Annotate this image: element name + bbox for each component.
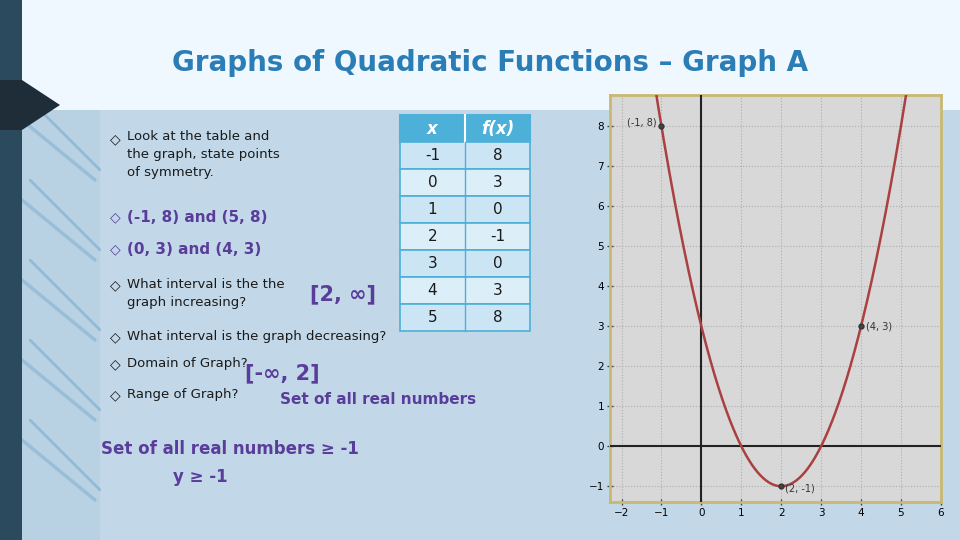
Text: (4, 3): (4, 3): [866, 321, 892, 332]
Text: x: x: [427, 119, 438, 138]
Text: ◇: ◇: [110, 210, 121, 224]
Text: [2, ∞]: [2, ∞]: [310, 284, 376, 304]
Text: ◇: ◇: [110, 357, 121, 371]
Text: 3: 3: [427, 256, 438, 271]
Bar: [0, 0, 960, 110]
Bar: [0, 0, 22, 540]
Text: y ≥ -1: y ≥ -1: [173, 468, 228, 486]
Text: Graphs of Quadratic Functions – Graph A: Graphs of Quadratic Functions – Graph A: [172, 49, 808, 77]
Text: ◇: ◇: [110, 132, 121, 146]
Text: 2: 2: [428, 229, 438, 244]
Bar: [100, 110, 960, 540]
Text: Domain of Graph?: Domain of Graph?: [127, 357, 248, 370]
Bar: [400, 250, 530, 277]
Bar: [400, 142, 530, 169]
Text: Range of Graph?: Range of Graph?: [127, 388, 238, 401]
Text: Set of all real numbers ≥ -1: Set of all real numbers ≥ -1: [101, 440, 359, 458]
Text: f(x): f(x): [481, 119, 515, 138]
Polygon shape: [0, 80, 60, 130]
Text: Set of all real numbers: Set of all real numbers: [280, 392, 476, 407]
Text: 5: 5: [428, 310, 438, 325]
Text: ◇: ◇: [110, 242, 121, 256]
Bar: [400, 304, 530, 331]
Text: (-1, 8) and (5, 8): (-1, 8) and (5, 8): [127, 210, 268, 225]
Text: 1: 1: [428, 202, 438, 217]
Text: Look at the table and
the graph, state points
of symmetry.: Look at the table and the graph, state p…: [127, 130, 279, 179]
Text: 0: 0: [492, 202, 502, 217]
Bar: [400, 223, 530, 250]
Text: [-∞, 2]: [-∞, 2]: [245, 363, 320, 383]
Bar: [400, 169, 530, 196]
Text: ◇: ◇: [110, 330, 121, 344]
Text: ◇: ◇: [110, 388, 121, 402]
Text: 8: 8: [492, 148, 502, 163]
Text: 3: 3: [492, 175, 502, 190]
Text: -1: -1: [490, 229, 505, 244]
Text: 0: 0: [428, 175, 438, 190]
Text: What interval is the graph decreasing?: What interval is the graph decreasing?: [127, 330, 386, 343]
Text: 4: 4: [428, 283, 438, 298]
Text: -1: -1: [425, 148, 440, 163]
Text: 8: 8: [492, 310, 502, 325]
Text: (-1, 8): (-1, 8): [627, 118, 657, 127]
Bar: [0, 110, 960, 540]
Text: What interval is the the
graph increasing?: What interval is the the graph increasin…: [127, 278, 284, 309]
Text: 3: 3: [492, 283, 502, 298]
Bar: [400, 196, 530, 223]
Text: 0: 0: [492, 256, 502, 271]
Text: (2, -1): (2, -1): [785, 483, 815, 493]
Text: ◇: ◇: [110, 278, 121, 292]
Bar: [400, 277, 530, 304]
Text: (0, 3) and (4, 3): (0, 3) and (4, 3): [127, 242, 261, 257]
Bar: [400, 115, 530, 142]
